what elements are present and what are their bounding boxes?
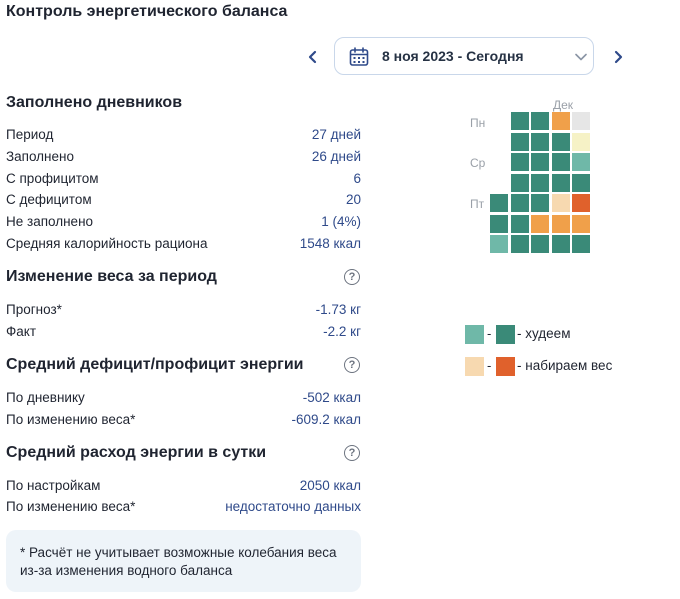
row-value-fact: -2.2 кг [323, 324, 361, 339]
legend-swatch-loss-light [465, 325, 484, 344]
calendar-day-cell[interactable] [572, 194, 590, 212]
row-value-forecast: -1.73 кг [315, 302, 361, 317]
row-label-by-diary: По дневнику [6, 390, 85, 405]
calendar-day-cell[interactable] [572, 153, 590, 171]
calendar-day-cell[interactable] [510, 214, 529, 233]
calendar-day-cell[interactable] [531, 214, 549, 233]
calendar-day-cell[interactable] [551, 153, 570, 171]
legend-swatch-loss-dark [496, 325, 515, 344]
row-value-by-diary: -502 ккал [302, 390, 361, 405]
calendar-day-cell[interactable] [572, 132, 590, 151]
next-period-button[interactable] [607, 45, 629, 69]
calendar-day-cell[interactable] [490, 235, 508, 253]
chevron-left-icon [308, 50, 317, 64]
row-label-avg-calories: Средняя калорийность рациона [6, 236, 208, 251]
help-icon-deficit[interactable]: ? [344, 357, 360, 373]
row-label-by-weight-change: По изменению веса* [6, 412, 136, 427]
calendar-day-cell[interactable] [531, 153, 549, 171]
help-icon-weight[interactable]: ? [344, 269, 360, 285]
calendar-day-cell[interactable] [572, 214, 590, 233]
section-title-expense: Средний расход энергии в сутки [6, 444, 267, 461]
calendar-day-label-wed: Ср [470, 156, 486, 170]
row-label-by-settings: По настройкам [6, 478, 101, 493]
calendar-day-cell[interactable] [490, 194, 508, 212]
calendar-icon [349, 47, 369, 66]
calendar-day-cell[interactable] [510, 112, 529, 130]
calendar-day-cell[interactable] [510, 153, 529, 171]
footnote-box: * Расчёт не учитывает возможные колебани… [6, 530, 361, 592]
calendar-day-cell[interactable] [510, 132, 529, 151]
calendar-day-cell[interactable] [551, 132, 570, 151]
legend-loss-label: - худеем [517, 326, 571, 341]
calendar-day-cell[interactable] [510, 194, 529, 212]
legend-dash: - [487, 358, 492, 373]
calendar-day-cell[interactable] [572, 173, 590, 192]
help-icon-expense[interactable]: ? [344, 445, 360, 461]
calendar-day-label-fri: Пт [470, 197, 485, 211]
calendar-day-label-mon: Пн [470, 116, 486, 130]
calendar-day-cell[interactable] [551, 194, 570, 212]
calendar-day-cell[interactable] [572, 235, 590, 253]
legend-swatch-gain-light [465, 357, 484, 376]
legend-dash: - [487, 326, 492, 341]
calendar-day-cell[interactable] [490, 214, 508, 233]
row-value-by-settings: 2050 ккал [299, 478, 361, 493]
row-value-by-weight-change: -609.2 ккал [291, 412, 361, 427]
calendar-day-cell[interactable] [531, 112, 549, 130]
date-range-value: 8 ноя 2023 - Сегодня [382, 48, 524, 64]
calendar-day-cell[interactable] [572, 112, 590, 130]
calendar-day-cell[interactable] [531, 173, 549, 192]
row-value-filled: 26 дней [311, 149, 361, 164]
section-title-weight: Изменение веса за период [6, 268, 217, 285]
row-label-deficit: С дефицитом [6, 192, 92, 207]
row-label-filled: Заполнено [6, 149, 74, 164]
legend-gain-label: - набираем вес [517, 358, 613, 373]
calendar-heatmap [490, 112, 600, 257]
calendar-day-cell[interactable] [510, 235, 529, 253]
row-value-not-filled: 1 (4%) [321, 214, 361, 229]
row-label-fact: Факт [6, 324, 37, 339]
legend-swatch-gain-dark [496, 357, 515, 376]
chevron-down-icon [575, 53, 587, 61]
date-range-picker[interactable]: 8 ноя 2023 - Сегодня [334, 37, 594, 75]
calendar-day-cell[interactable] [551, 214, 570, 233]
calendar-day-cell[interactable] [551, 235, 570, 253]
calendar-day-cell[interactable] [531, 194, 549, 212]
calendar-day-cell[interactable] [551, 112, 570, 130]
prev-period-button[interactable] [302, 45, 324, 69]
calendar-day-cell[interactable] [531, 132, 549, 151]
chevron-right-icon [614, 50, 623, 64]
row-value-period: 27 дней [311, 127, 361, 142]
row-label-expense-by-weight: По изменению веса* [6, 499, 136, 514]
row-value-expense-by-weight: недостаточно данных [225, 499, 361, 514]
calendar-day-cell[interactable] [551, 173, 570, 192]
row-label-surplus: С профицитом [6, 171, 99, 186]
section-title-diaries: Заполнено дневников [6, 94, 183, 111]
calendar-month-label: Дек [553, 98, 574, 112]
row-label-period: Период [6, 127, 54, 142]
page-title: Контроль энергетического баланса [6, 3, 288, 20]
row-value-avg-calories: 1548 ккал [299, 236, 361, 251]
row-value-surplus: 6 [353, 171, 361, 186]
section-title-deficit: Средний дефицит/профицит энергии [6, 356, 304, 373]
calendar-day-cell[interactable] [510, 173, 529, 192]
row-label-forecast: Прогноз* [6, 302, 62, 317]
row-value-deficit: 20 [345, 192, 361, 207]
calendar-day-cell[interactable] [531, 235, 549, 253]
row-label-not-filled: Не заполнено [6, 214, 94, 229]
